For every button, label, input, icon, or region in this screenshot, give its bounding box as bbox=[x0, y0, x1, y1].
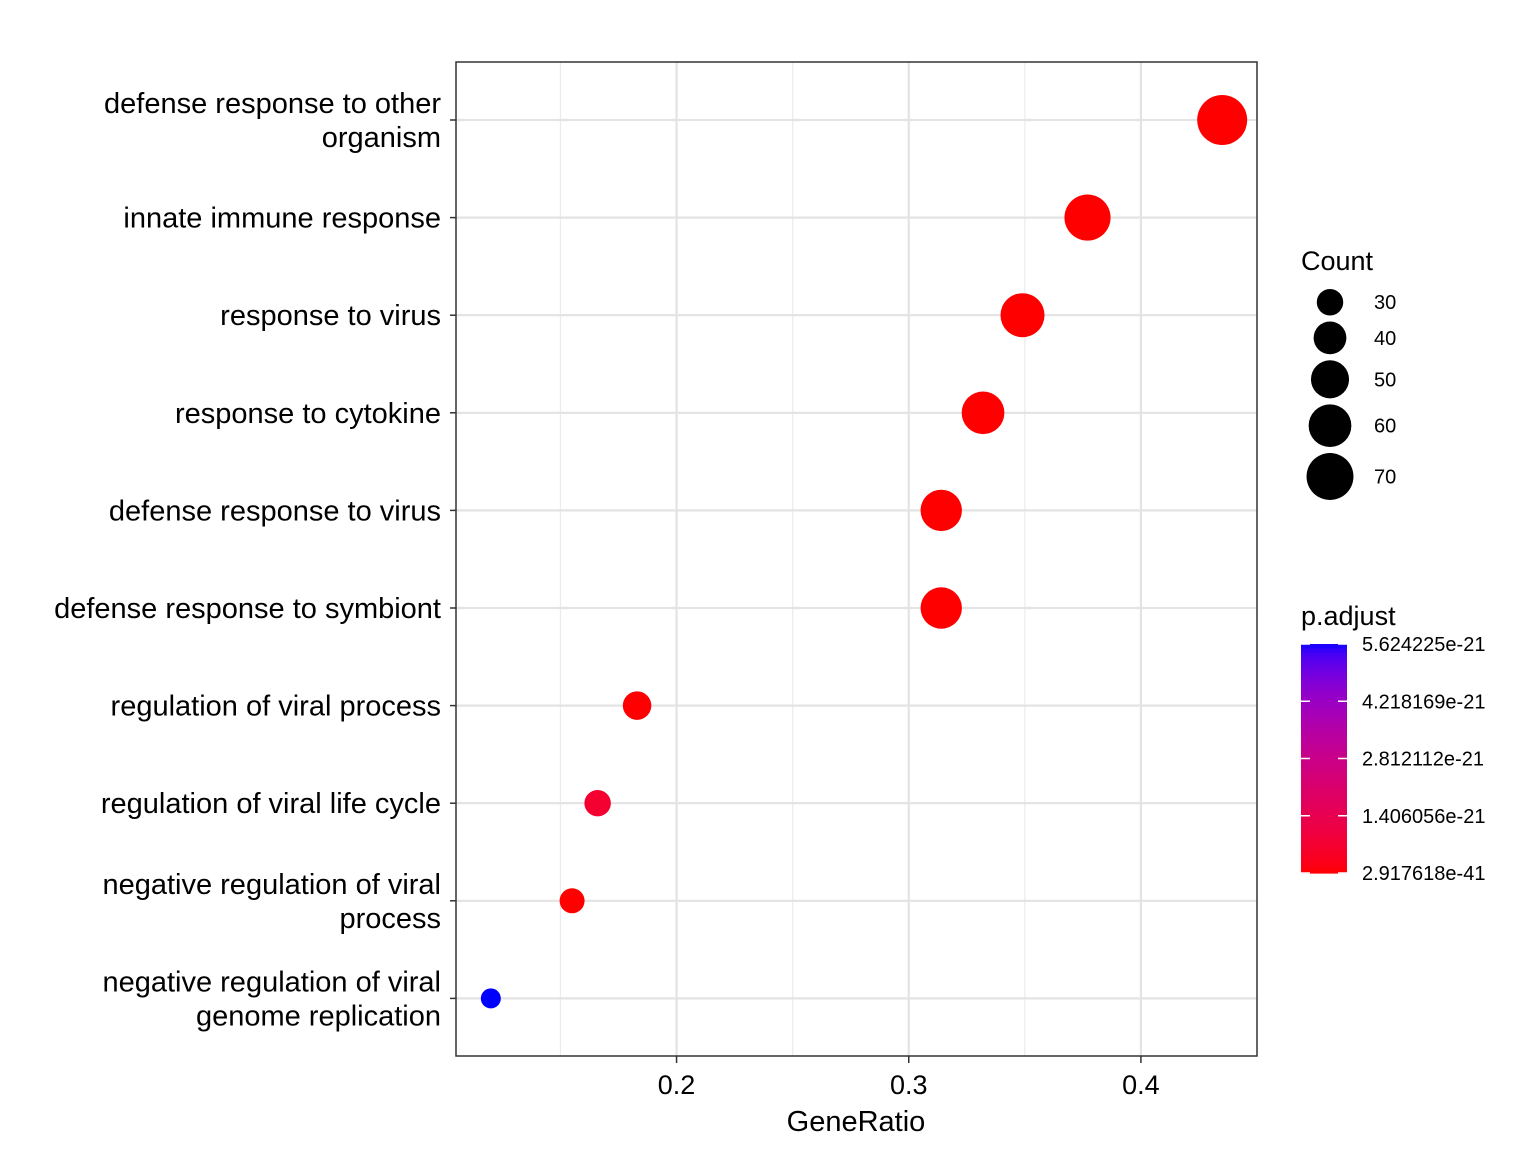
y-tick-label: defense response to other organism bbox=[104, 88, 441, 154]
data-point bbox=[1000, 293, 1045, 338]
data-point bbox=[622, 691, 652, 720]
x-tick-label: 0.4 bbox=[1122, 1070, 1160, 1100]
count-legend-label: 30 bbox=[1374, 292, 1396, 314]
y-tick-label: negative regulation of viral genome repli… bbox=[102, 966, 441, 1032]
data-point bbox=[961, 391, 1005, 435]
count-legend-key bbox=[1308, 404, 1352, 448]
x-axis-title: GeneRatio bbox=[787, 1106, 926, 1138]
y-tick-label: response to cytokine bbox=[175, 398, 441, 430]
count-legend-title: Count bbox=[1301, 246, 1374, 276]
y-tick-label: regulation of viral process bbox=[111, 691, 441, 723]
data-point bbox=[1064, 194, 1111, 241]
y-tick-label: defense response to virus bbox=[109, 495, 441, 527]
data-point bbox=[1197, 95, 1248, 145]
p-adjust-legend-title: p.adjust bbox=[1301, 601, 1396, 631]
count-legend-key bbox=[1313, 321, 1347, 355]
p-adjust-colorbar bbox=[1301, 644, 1347, 874]
data-point bbox=[584, 789, 611, 817]
y-tick-label: negative regulation of viral process bbox=[102, 869, 441, 935]
p-adjust-legend-label: 4.218169e-21 bbox=[1362, 691, 1485, 713]
p-adjust-legend-label: 2.812112e-21 bbox=[1362, 749, 1484, 771]
y-tick-label: regulation of viral life cycle bbox=[101, 788, 441, 820]
y-tick-label: innate immune response bbox=[123, 203, 441, 235]
data-point bbox=[559, 888, 585, 914]
p-adjust-legend: p.adjust 5.624225e-21 4.218169e-21 2.812112… bbox=[1301, 601, 1485, 885]
p-adjust-legend-label: 2.917618e-41 bbox=[1362, 863, 1485, 885]
data-point bbox=[480, 988, 501, 1009]
grid-lines bbox=[456, 62, 1257, 1056]
p-adjust-legend-label: 5.624225e-21 bbox=[1362, 634, 1485, 656]
count-legend-label: 70 bbox=[1374, 466, 1396, 488]
y-tick-label: response to virus bbox=[220, 300, 441, 332]
plot-panel-border bbox=[455, 61, 1258, 1057]
p-adjust-legend-label: 1.406056e-21 bbox=[1362, 806, 1485, 828]
count-legend-label: 50 bbox=[1374, 369, 1396, 391]
count-legend-label: 60 bbox=[1374, 416, 1396, 438]
data-point bbox=[920, 587, 962, 629]
y-tick-label: defense response to symbiont bbox=[54, 593, 441, 625]
x-axis: 0.2 0.3 0.4 bbox=[658, 1056, 1160, 1100]
count-legend-key bbox=[1316, 289, 1344, 316]
count-legend-key bbox=[1306, 453, 1354, 500]
y-axis: defense response to other organism innate … bbox=[54, 88, 456, 1032]
x-tick-label: 0.2 bbox=[658, 1070, 696, 1100]
count-legend-key bbox=[1310, 360, 1350, 399]
data-points bbox=[480, 95, 1248, 1009]
x-tick-label: 0.3 bbox=[890, 1070, 928, 1100]
data-point bbox=[920, 489, 962, 532]
count-legend-label: 40 bbox=[1374, 328, 1396, 350]
